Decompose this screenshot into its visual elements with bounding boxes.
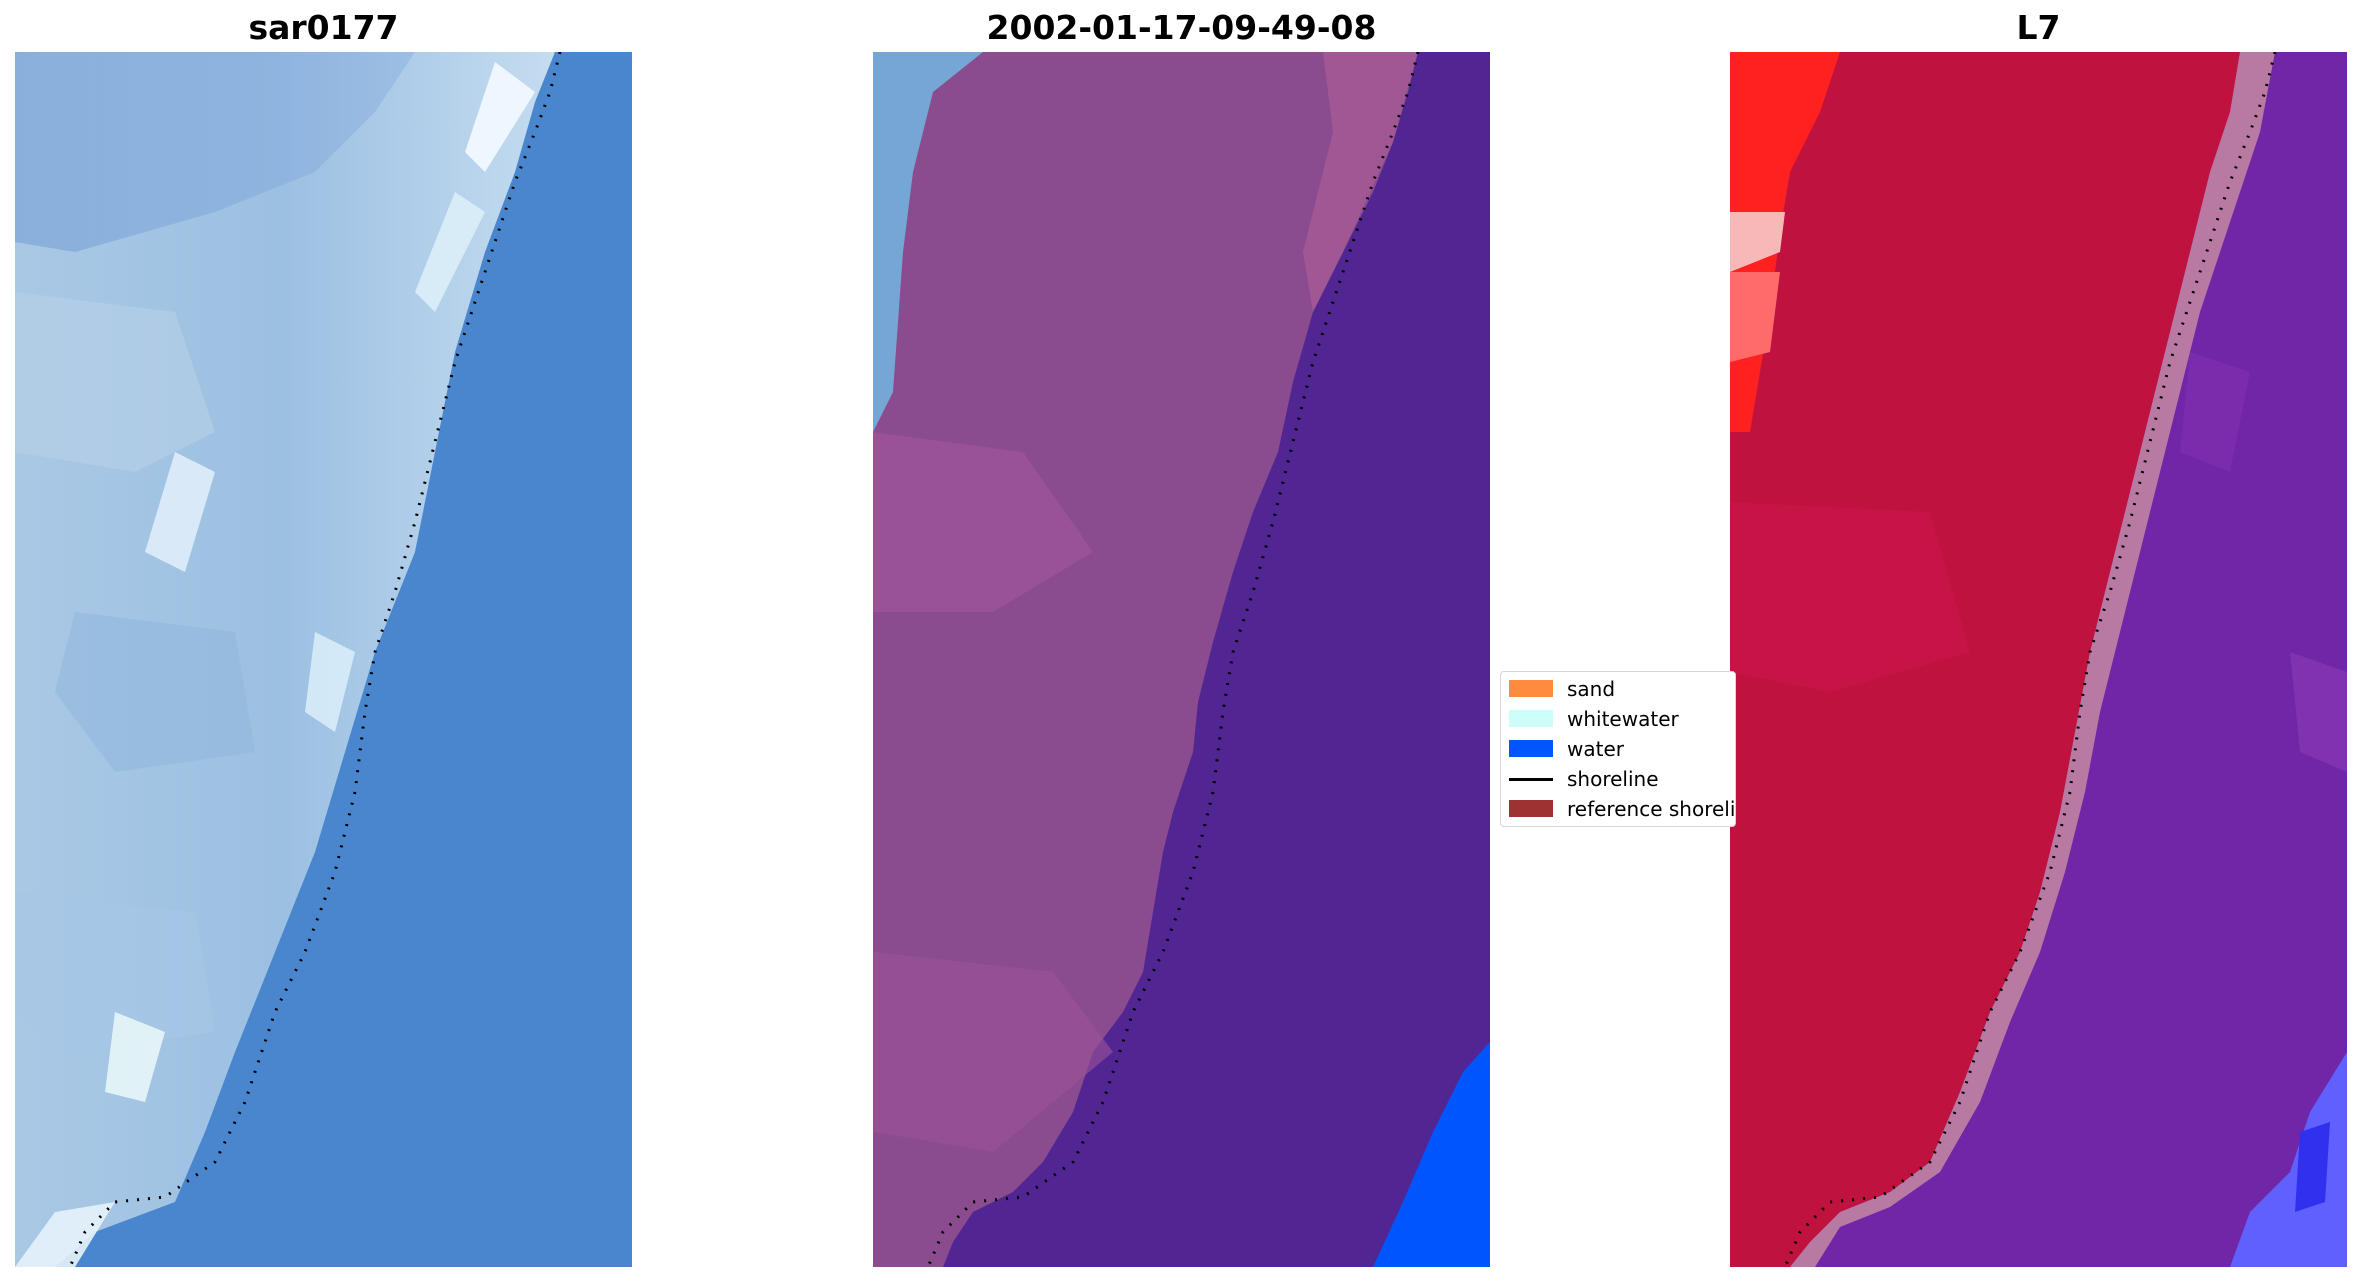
legend: sand whitewater water shoreline referenc…: [1500, 671, 1736, 827]
rgb-image-panel: [15, 52, 632, 1267]
legend-label: whitewater: [1567, 707, 1679, 731]
panel-title-rgb: sar0177: [248, 8, 399, 47]
panel-title-satellite: L7: [2016, 8, 2061, 47]
water-swatch: [1509, 740, 1553, 757]
shoreline-line-marker: [1509, 778, 1553, 781]
mndwi-image-panel: [1730, 52, 2347, 1267]
legend-label: reference shoreline: [1567, 797, 1736, 821]
whitewater-swatch: [1509, 710, 1553, 727]
legend-label: shoreline: [1567, 767, 1659, 791]
legend-item-reference-shoreline: reference shoreline: [1509, 796, 1736, 822]
legend-label: sand: [1567, 677, 1616, 701]
legend-item-whitewater: whitewater: [1509, 706, 1735, 732]
sand-swatch: [1509, 680, 1553, 697]
legend-item-shoreline: shoreline: [1509, 766, 1735, 792]
classified-image-panel: [873, 52, 1490, 1267]
legend-item-sand: sand: [1509, 676, 1735, 702]
legend-label: water: [1567, 737, 1624, 761]
reference-shoreline-swatch: [1509, 800, 1553, 817]
panel-title-date: 2002-01-17-09-49-08: [986, 8, 1377, 47]
legend-item-water: water: [1509, 736, 1735, 762]
